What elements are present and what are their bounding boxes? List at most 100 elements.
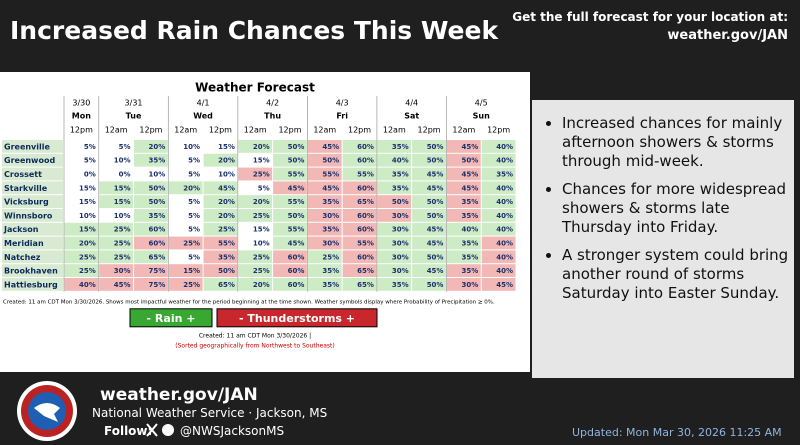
pop: 65%	[357, 198, 374, 206]
footer-handle[interactable]: @NWSJacksonMS	[180, 424, 285, 438]
url[interactable]: weather.gov/JAN	[667, 28, 788, 43]
cell	[446, 167, 481, 181]
cell	[412, 195, 446, 208]
bullet-panel: Increased chances for mainly afternoon s…	[532, 100, 794, 378]
cell	[342, 167, 377, 181]
pop: 30%	[392, 212, 409, 220]
cell	[134, 140, 168, 153]
pop: 45%	[461, 143, 478, 151]
cell	[273, 209, 307, 222]
pop: 50%	[427, 281, 444, 289]
cell	[307, 250, 342, 264]
cell	[168, 195, 203, 208]
pop: 30%	[392, 253, 409, 261]
cell	[134, 195, 168, 208]
city-cell	[2, 250, 63, 264]
city: Meridian	[4, 239, 44, 248]
facebook-icon[interactable]	[162, 424, 174, 436]
city: Starkville	[4, 184, 48, 193]
city-cell	[2, 181, 63, 195]
pop: 5%	[188, 212, 200, 220]
pop: 30%	[392, 226, 409, 234]
cell	[481, 264, 516, 277]
pop: 35%	[322, 198, 339, 206]
pop: 45%	[322, 143, 339, 151]
pop: 25%	[79, 267, 96, 275]
cell	[307, 222, 342, 236]
cell	[168, 278, 203, 291]
footer-updated: Updated: Mon Mar 30, 2026 11:25 AM	[572, 426, 782, 439]
pop: 50%	[149, 198, 166, 206]
pop: 65%	[149, 253, 166, 261]
footer-site[interactable]: weather.gov/JAN	[100, 385, 258, 405]
cell	[238, 140, 273, 153]
sorted: (Sorted geographically from Northwest to…	[175, 342, 334, 349]
pop: 20%	[253, 143, 270, 151]
pop: 20%	[218, 198, 235, 206]
cell	[134, 264, 168, 277]
cell	[64, 209, 99, 222]
cell	[307, 278, 342, 291]
pop: 20%	[218, 212, 235, 220]
cell	[168, 209, 203, 222]
pop: 5%	[119, 143, 131, 151]
x-icon[interactable]	[146, 423, 158, 437]
footer-follow: Follow:	[104, 424, 153, 438]
cell	[412, 222, 446, 236]
cell	[481, 278, 516, 291]
cell	[203, 222, 238, 236]
city: Hattiesburg	[4, 280, 58, 289]
pop: 50%	[461, 157, 478, 165]
cell	[481, 209, 516, 222]
pop: 15%	[183, 267, 200, 275]
cell	[273, 278, 307, 291]
cell	[273, 222, 307, 236]
cell	[64, 236, 99, 250]
pop: 50%	[427, 212, 444, 220]
cell	[238, 195, 273, 208]
pop: 55%	[288, 198, 305, 206]
cell	[412, 278, 446, 291]
pop: 15%	[79, 198, 96, 206]
pop: 50%	[392, 198, 409, 206]
pop: 25%	[322, 253, 339, 261]
cell	[446, 222, 481, 236]
social-icons	[146, 423, 174, 437]
cell	[238, 167, 273, 181]
cell	[273, 181, 307, 195]
cell	[64, 222, 99, 236]
pop: 65%	[357, 281, 374, 289]
cell	[307, 181, 342, 195]
city-cell	[2, 264, 63, 277]
date: 4/5	[475, 99, 488, 108]
created: Created: 11 am CDT Mon 3/30/2026 |	[199, 332, 311, 339]
day: Mon	[72, 112, 91, 121]
cell	[99, 264, 134, 277]
time: 12pm	[348, 126, 371, 135]
cell	[168, 236, 203, 250]
date: 4/1	[197, 99, 210, 108]
pop: 25%	[183, 281, 200, 289]
pop: 40%	[496, 240, 513, 248]
pop: 45%	[114, 281, 131, 289]
cell	[342, 153, 377, 167]
cell	[238, 153, 273, 167]
cell	[446, 250, 481, 264]
table-title: Weather Forecast	[195, 81, 315, 95]
pop: 45%	[427, 226, 444, 234]
cell	[203, 264, 238, 277]
cell	[64, 195, 99, 208]
pop: 45%	[427, 184, 444, 192]
pop: 40%	[392, 157, 409, 165]
pop: 40%	[461, 226, 478, 234]
city: Jackson	[3, 225, 39, 234]
pop: 35%	[218, 253, 235, 261]
date: 3/30	[72, 99, 90, 108]
pop: 5%	[258, 184, 270, 192]
pop: 0%	[119, 171, 131, 179]
time: 12am	[313, 126, 336, 135]
pop: 35%	[392, 184, 409, 192]
pop: 75%	[149, 281, 166, 289]
pop: 30%	[392, 240, 409, 248]
cell	[307, 153, 342, 167]
